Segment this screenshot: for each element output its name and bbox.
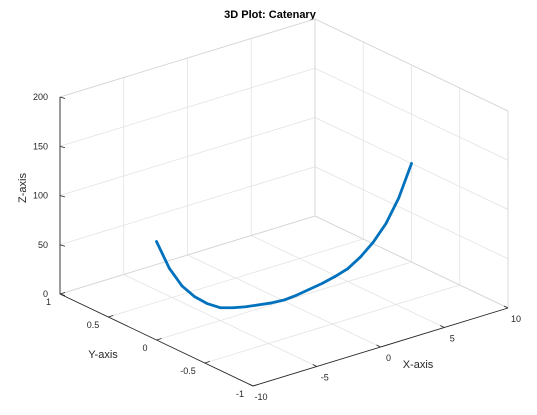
z-tick-mark (59, 195, 66, 198)
z-tick-label: 150 (33, 141, 48, 151)
grid-line-right-wall-z (314, 67, 509, 161)
x-tick-mark (440, 325, 445, 328)
data-point-0-4 (206, 302, 209, 306)
box-edge (314, 215, 509, 309)
data-point-0-18 (384, 222, 388, 225)
x-tick-label: -5 (321, 373, 329, 383)
z-tick-label: 200 (33, 92, 48, 102)
data-point-0-5 (218, 306, 222, 309)
data-point-0-3 (193, 295, 197, 299)
grid-line-back-wall-z (59, 67, 316, 147)
data-point-0-16 (359, 255, 362, 259)
z-tick-mark (59, 293, 66, 296)
z-tick-mark (59, 145, 66, 149)
data-point-0-15 (346, 267, 350, 270)
box-edge (314, 18, 509, 112)
series-layer (155, 162, 413, 310)
data-point-0-10 (282, 298, 286, 302)
x-axis-label: X-axis (403, 359, 434, 371)
data-point-0-8 (257, 303, 260, 307)
data-point-0-1 (167, 266, 171, 270)
grid-line-floor-y (204, 284, 460, 364)
data-point-0-14 (333, 275, 337, 278)
chart-title: 3D Plot: Catenary (224, 9, 317, 21)
y-axis-label: Y-axis (88, 349, 118, 361)
x-tick-mark (312, 364, 317, 367)
y-tick-label: 0 (142, 343, 147, 353)
y-tick-mark (108, 315, 114, 318)
y-tick-mark (59, 292, 66, 295)
front-axes (59, 96, 509, 387)
x-tick-label: 0 (386, 353, 391, 363)
data-point-0-6 (231, 306, 235, 310)
data-point-0-2 (180, 284, 184, 288)
y-tick-label: -1 (236, 389, 244, 399)
x-tick-label: 5 (450, 334, 455, 344)
x-tick-label: -10 (254, 392, 267, 402)
y-tick-label: -0.5 (180, 366, 196, 376)
data-point-0-20 (410, 162, 413, 165)
data-point-0-0 (155, 240, 158, 243)
grid-line-floor-y (108, 238, 364, 318)
z-tick-mark (59, 96, 66, 99)
data-point-0-17 (371, 240, 375, 244)
grid-line-back-wall-z (59, 117, 316, 196)
x-tick-mark (248, 383, 254, 387)
z-tick-mark (59, 244, 66, 247)
x-tick-label: 10 (511, 314, 521, 324)
y-tick-label: 0.5 (87, 320, 100, 330)
y-tick-mark (204, 361, 210, 364)
data-point-0-9 (269, 301, 273, 305)
y-tick-mark (252, 384, 259, 387)
data-point-0-7 (244, 305, 248, 309)
x-tick-mark (376, 344, 381, 348)
grid-line-right-wall-z (314, 166, 509, 260)
z-axis-label: Z-axis (17, 173, 29, 203)
data-point-0-12 (308, 287, 311, 291)
x-tick-mark (503, 305, 509, 309)
y-tick-label: 1 (46, 297, 51, 307)
z-tick-label: 50 (38, 240, 48, 250)
box-edge (59, 215, 316, 295)
grid-line-back-wall-z (59, 166, 316, 246)
z-tick-label: 0 (43, 289, 48, 299)
y-tick-mark (156, 338, 162, 341)
z-tick-label: 100 (33, 191, 48, 201)
data-point-0-13 (320, 282, 324, 285)
data-point-0-11 (295, 293, 299, 297)
box-edge (59, 18, 316, 98)
data-point-0-19 (397, 196, 401, 200)
